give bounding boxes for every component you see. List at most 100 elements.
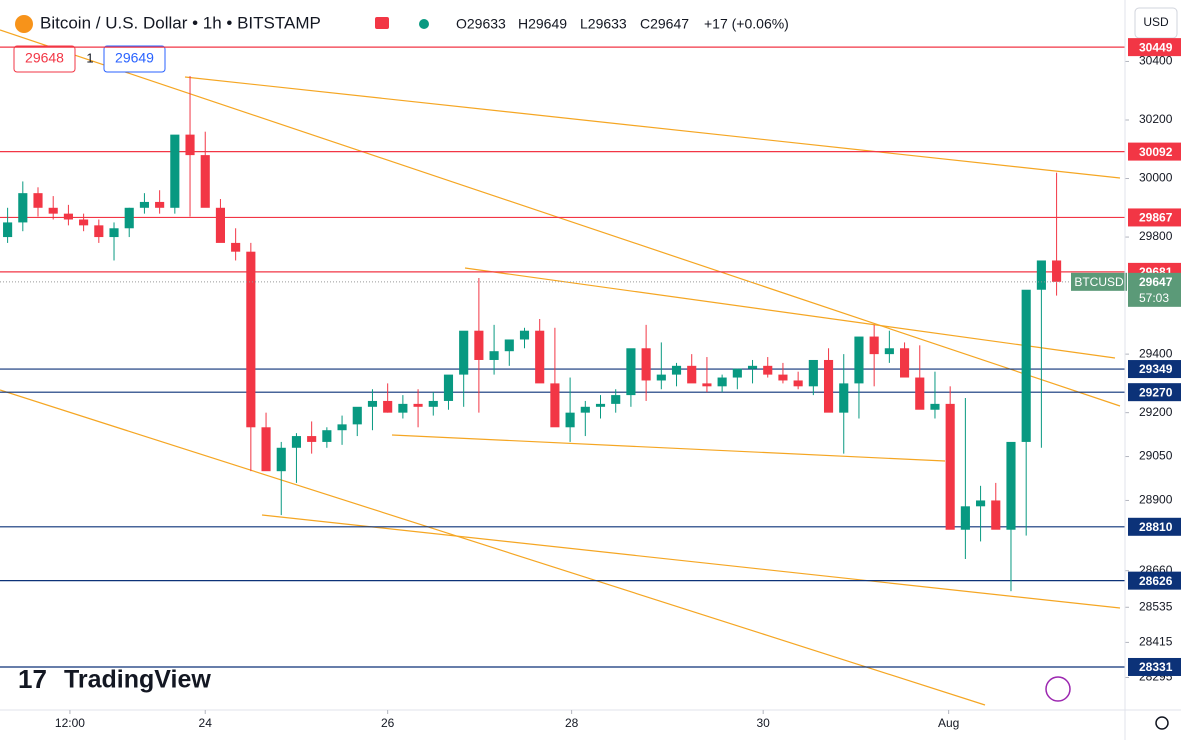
x-tick-label: 30 bbox=[756, 716, 770, 730]
level-label-box bbox=[1128, 571, 1181, 590]
candle-body bbox=[930, 403, 940, 410]
trend-line bbox=[184, 76, 1121, 179]
candle-body bbox=[641, 348, 651, 381]
level-label-box bbox=[1128, 517, 1181, 536]
symbol-tag bbox=[1071, 272, 1127, 291]
candle-body bbox=[778, 374, 788, 381]
candle-body bbox=[991, 500, 1001, 530]
candle-body bbox=[808, 359, 818, 387]
candle-body bbox=[337, 424, 347, 431]
candle-body bbox=[33, 193, 43, 208]
market-status bbox=[419, 19, 429, 29]
candle-body bbox=[671, 365, 682, 375]
candle-body bbox=[960, 506, 970, 530]
ohlc-low: L29633 bbox=[580, 16, 627, 32]
candle-body bbox=[656, 374, 666, 381]
x-tick-label: Aug bbox=[938, 716, 959, 730]
y-tick-label: 29050 bbox=[1139, 449, 1173, 463]
y-tick-label: 29400 bbox=[1139, 346, 1173, 360]
level-label-box bbox=[1128, 383, 1181, 402]
candle-body bbox=[246, 251, 256, 428]
candle-body bbox=[1021, 289, 1031, 442]
candle-body bbox=[139, 201, 149, 208]
candle-body bbox=[763, 365, 773, 375]
symbol-title: Bitcoin / U.S. Dollar • 1h • BITSTAMP bbox=[40, 13, 321, 32]
trend-line bbox=[0, 389, 986, 706]
candle-body bbox=[459, 330, 469, 375]
coin-icon bbox=[15, 15, 33, 33]
candle-body bbox=[550, 383, 560, 428]
level-label: 28810 bbox=[1139, 520, 1173, 534]
candle-body bbox=[276, 447, 286, 472]
logo-mark: 17 bbox=[18, 664, 47, 694]
candle-body bbox=[976, 500, 986, 507]
spread: 1 bbox=[86, 50, 93, 65]
candle-body bbox=[580, 406, 590, 413]
y-tick-label: 29200 bbox=[1139, 405, 1173, 419]
candle-body bbox=[231, 242, 241, 252]
candle-body bbox=[170, 134, 180, 208]
y-tick-label: 28900 bbox=[1139, 493, 1173, 507]
candle-body bbox=[823, 359, 834, 413]
level-label-box bbox=[1128, 142, 1181, 161]
candle-body bbox=[626, 348, 636, 396]
alert-icon[interactable] bbox=[1045, 676, 1071, 702]
candle-body bbox=[504, 339, 514, 352]
candle-body bbox=[18, 193, 28, 223]
candle-body bbox=[595, 403, 606, 407]
candle-body bbox=[155, 201, 165, 208]
y-tick-label: 28535 bbox=[1139, 599, 1173, 613]
level-label-box bbox=[1128, 208, 1181, 227]
settings-icon[interactable] bbox=[1155, 716, 1169, 730]
candle-body bbox=[124, 207, 134, 229]
candle-body bbox=[428, 400, 438, 407]
candle-body bbox=[200, 155, 210, 208]
candle-body bbox=[611, 395, 621, 404]
level-label-box bbox=[1128, 360, 1181, 379]
last-price-box bbox=[1128, 272, 1181, 307]
candle-body bbox=[535, 330, 545, 384]
candle-body bbox=[291, 436, 302, 448]
candle-body bbox=[1036, 260, 1046, 290]
bid[interactable]: 29648 bbox=[25, 50, 64, 66]
candle-body bbox=[413, 403, 423, 407]
ask-box[interactable] bbox=[103, 45, 166, 73]
ask[interactable]: 29649 bbox=[115, 50, 154, 66]
candle-body bbox=[63, 213, 73, 220]
candle-body bbox=[185, 134, 195, 156]
symbol-tag-label: BTCUSD bbox=[1074, 275, 1124, 289]
candle-body bbox=[1052, 260, 1062, 282]
candle-body bbox=[261, 427, 271, 472]
candle-body bbox=[747, 365, 758, 369]
x-tick-label: 24 bbox=[199, 716, 213, 730]
level-label: 29270 bbox=[1139, 385, 1173, 399]
flag-icon bbox=[375, 17, 389, 29]
x-tick-label: 12:00 bbox=[55, 716, 85, 730]
candle-body bbox=[687, 365, 697, 384]
y-tick-label: 30000 bbox=[1139, 171, 1173, 185]
currency[interactable]: USD bbox=[1143, 15, 1169, 29]
x-tick-label: 28 bbox=[565, 716, 579, 730]
countdown: 57:03 bbox=[1139, 291, 1169, 305]
candle-body bbox=[307, 436, 317, 442]
candle-body bbox=[565, 412, 575, 428]
bid-box[interactable] bbox=[13, 45, 76, 73]
candle-body bbox=[884, 348, 894, 355]
candle-body bbox=[519, 330, 530, 340]
candle-body bbox=[215, 207, 225, 243]
candle-body bbox=[854, 336, 864, 384]
currency-button[interactable] bbox=[1134, 7, 1178, 39]
level-label: 29349 bbox=[1139, 362, 1173, 376]
candle-body bbox=[702, 383, 712, 387]
candle-body bbox=[367, 400, 378, 407]
y-tick-label: 28415 bbox=[1139, 635, 1173, 649]
trend-lines bbox=[0, 29, 1121, 706]
ohlc-high: H29649 bbox=[518, 16, 567, 32]
level-label-box bbox=[1128, 38, 1181, 57]
ohlc-close: C29647 bbox=[640, 16, 689, 32]
candle-body bbox=[869, 336, 879, 355]
candle-body bbox=[1006, 441, 1016, 530]
y-tick-label: 29800 bbox=[1139, 229, 1173, 243]
candle-body bbox=[489, 351, 499, 360]
candle-body bbox=[474, 330, 484, 360]
